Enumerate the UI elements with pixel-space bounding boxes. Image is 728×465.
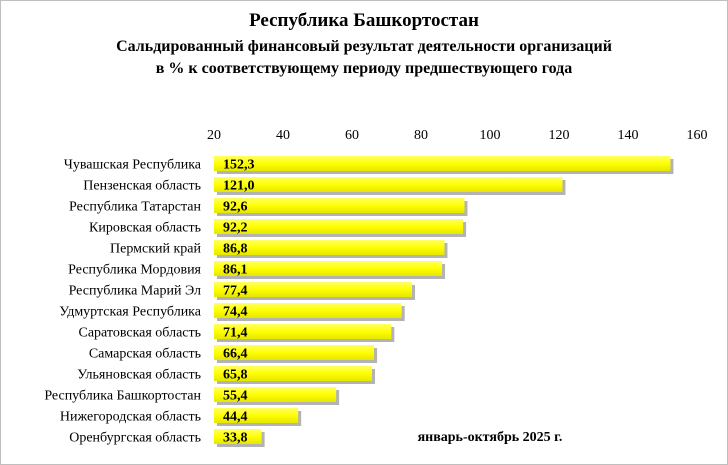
data-label: 86,1	[223, 263, 248, 278]
x-tick-label: 100	[480, 128, 501, 143]
category-label: Чувашская Республика	[64, 158, 202, 173]
category-label: Республика Татарстан	[69, 200, 202, 215]
x-axis: 20 40 60 80 100 120 140 160	[207, 128, 708, 143]
data-label: 121,0	[223, 179, 255, 194]
bars: 152,3 121,0 92,6 92,2 86,8 86,1 77,4 74,4 71,4 66…	[214, 156, 674, 447]
category-label: Оренбургская область	[69, 431, 201, 446]
category-label: Саратовская область	[78, 326, 201, 341]
bar	[214, 303, 402, 318]
x-tick-label: 120	[549, 128, 570, 143]
bar	[214, 261, 443, 276]
data-label: 92,2	[223, 221, 248, 236]
period-annotation: январь-октябрь 2025 г.	[418, 430, 563, 445]
category-label: Удмуртская Республика	[59, 305, 202, 320]
category-label: Республика Марий Эл	[69, 284, 201, 299]
data-label: 77,4	[223, 284, 248, 299]
category-label: Республика Мордовия	[68, 263, 201, 278]
category-label: Республика Башкортостан	[44, 389, 201, 404]
data-label: 44,4	[223, 410, 248, 425]
x-tick-label: 40	[276, 128, 290, 143]
x-tick-label: 140	[618, 128, 639, 143]
chart-subtitle-line-2: в % к соответствующему периоду предшеств…	[155, 60, 573, 77]
category-label: Нижегородская область	[60, 410, 201, 425]
x-tick-label: 80	[414, 128, 428, 143]
data-label: 92,6	[223, 200, 248, 215]
category-label: Кировская область	[89, 221, 201, 236]
chart-title: Республика Башкортостан	[249, 10, 479, 31]
data-label: 74,4	[223, 305, 248, 320]
category-label: Самарская область	[89, 347, 201, 362]
bar	[214, 387, 337, 402]
x-tick-label: 60	[345, 128, 359, 143]
bar	[214, 345, 375, 360]
bar	[214, 408, 299, 423]
bar	[214, 156, 671, 171]
category-labels: Чувашская Республика Пензенская область Ре…	[44, 158, 201, 446]
bar	[214, 219, 464, 234]
data-label: 33,8	[223, 431, 248, 446]
bar	[214, 282, 413, 297]
data-label: 71,4	[223, 326, 248, 341]
category-label: Пензенская область	[83, 179, 201, 194]
chart-subtitle-line-1: Сальдированный финансовый результат деят…	[116, 38, 612, 55]
data-label: 86,8	[223, 242, 248, 257]
data-label: 66,4	[223, 347, 248, 362]
bar	[214, 366, 373, 381]
bar	[214, 198, 465, 213]
category-label: Пермский край	[110, 242, 201, 257]
category-label: Ульяновская область	[77, 368, 201, 383]
data-label: 152,3	[223, 158, 255, 173]
x-tick-label: 20	[207, 128, 221, 143]
x-tick-label: 160	[687, 128, 708, 143]
bar	[214, 240, 445, 255]
data-label: 55,4	[223, 389, 248, 404]
bar	[214, 429, 262, 444]
bar	[214, 177, 563, 192]
bar	[214, 324, 392, 339]
data-label: 65,8	[223, 368, 248, 383]
